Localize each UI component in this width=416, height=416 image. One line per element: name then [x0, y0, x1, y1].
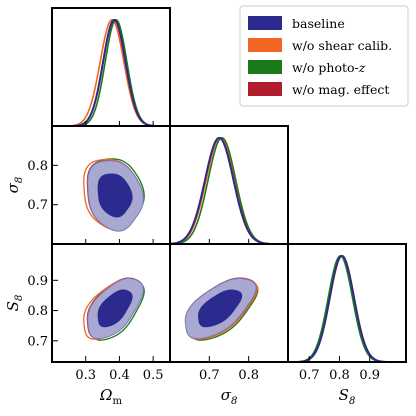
panel-2d-S8-vs-Om: 0.7 0.8 0.9 [27, 243, 171, 363]
legend-label-1: w/o shear calib. [292, 38, 392, 53]
xtick-label-S8: 0.7 [299, 368, 320, 383]
contour-68-baseline [97, 173, 133, 218]
legend: baseline w/o shear calib. w/o photo-z w/o m… [239, 5, 409, 107]
xaxis-label-Om: Ωm [99, 386, 122, 407]
panel-2d-S8-vs-sigma8 [169, 243, 289, 363]
pdf-line-sigma8-2 [170, 136, 288, 244]
pdf-line-Om-1 [52, 18, 170, 126]
panel-frame-1d-sigma8 [169, 125, 289, 245]
legend-frame [239, 5, 409, 107]
panel-1d-S8 [287, 243, 407, 363]
xaxis-label-S8: S8 [339, 386, 356, 407]
panel-2d-sigma8-vs-Om: 0.7 0.8 [27, 125, 171, 245]
xtick-label-sigma8: 0.7 [199, 368, 220, 383]
xaxis-label-sigma8: σ8 [221, 386, 238, 407]
panel-1d-Om [51, 7, 171, 127]
contour-68-baseline [197, 289, 243, 328]
panel-1d-sigma8 [169, 125, 289, 245]
xtick-label-Om: 0.5 [143, 368, 164, 383]
xtick-label-sigma8: 0.8 [238, 368, 259, 383]
contour-68-baseline [97, 289, 133, 328]
legend-swatch-3 [248, 82, 282, 96]
yaxis-label-sigma8: σ8 [4, 177, 25, 194]
xtick-label-Om: 0.3 [75, 368, 96, 383]
legend-swatch-1 [248, 38, 282, 52]
pdf-line-Om-0 [52, 19, 170, 126]
xaxis-Om: 0.3 0.4 0.5 Ωm [75, 121, 163, 407]
yaxis-label-S8: S8 [4, 295, 25, 312]
legend-label-2: w/o photo-z [292, 60, 366, 75]
xaxis-S8: 0.7 0.8 0.9S8 [299, 356, 380, 407]
ytick-label-S8: 0.7 [27, 334, 48, 349]
ytick-label-S8: 0.8 [27, 304, 48, 319]
xaxis-sigma8: 0.7 0.8σ8 [199, 239, 259, 407]
pdf-line-S8-2 [288, 254, 406, 362]
ytick-label-S8: 0.9 [27, 274, 48, 289]
pdf-line-Om-baseline-top [52, 18, 170, 126]
panel-frame-2d [169, 243, 289, 363]
legend-label-3: w/o mag. effect [292, 82, 389, 97]
pdf-line-Om-3 [52, 18, 170, 126]
pdf-line-Om-2 [52, 18, 170, 126]
legend-label-0: baseline [292, 16, 345, 31]
xtick-label-S8: 0.9 [359, 368, 380, 383]
xtick-label-Om: 0.4 [109, 368, 130, 383]
xtick-label-S8: 0.8 [329, 368, 350, 383]
legend-swatch-0 [248, 16, 282, 30]
legend-swatch-2 [248, 60, 282, 74]
ytick-label-sigma8: 0.8 [27, 159, 48, 174]
ytick-label-sigma8: 0.7 [27, 198, 48, 213]
